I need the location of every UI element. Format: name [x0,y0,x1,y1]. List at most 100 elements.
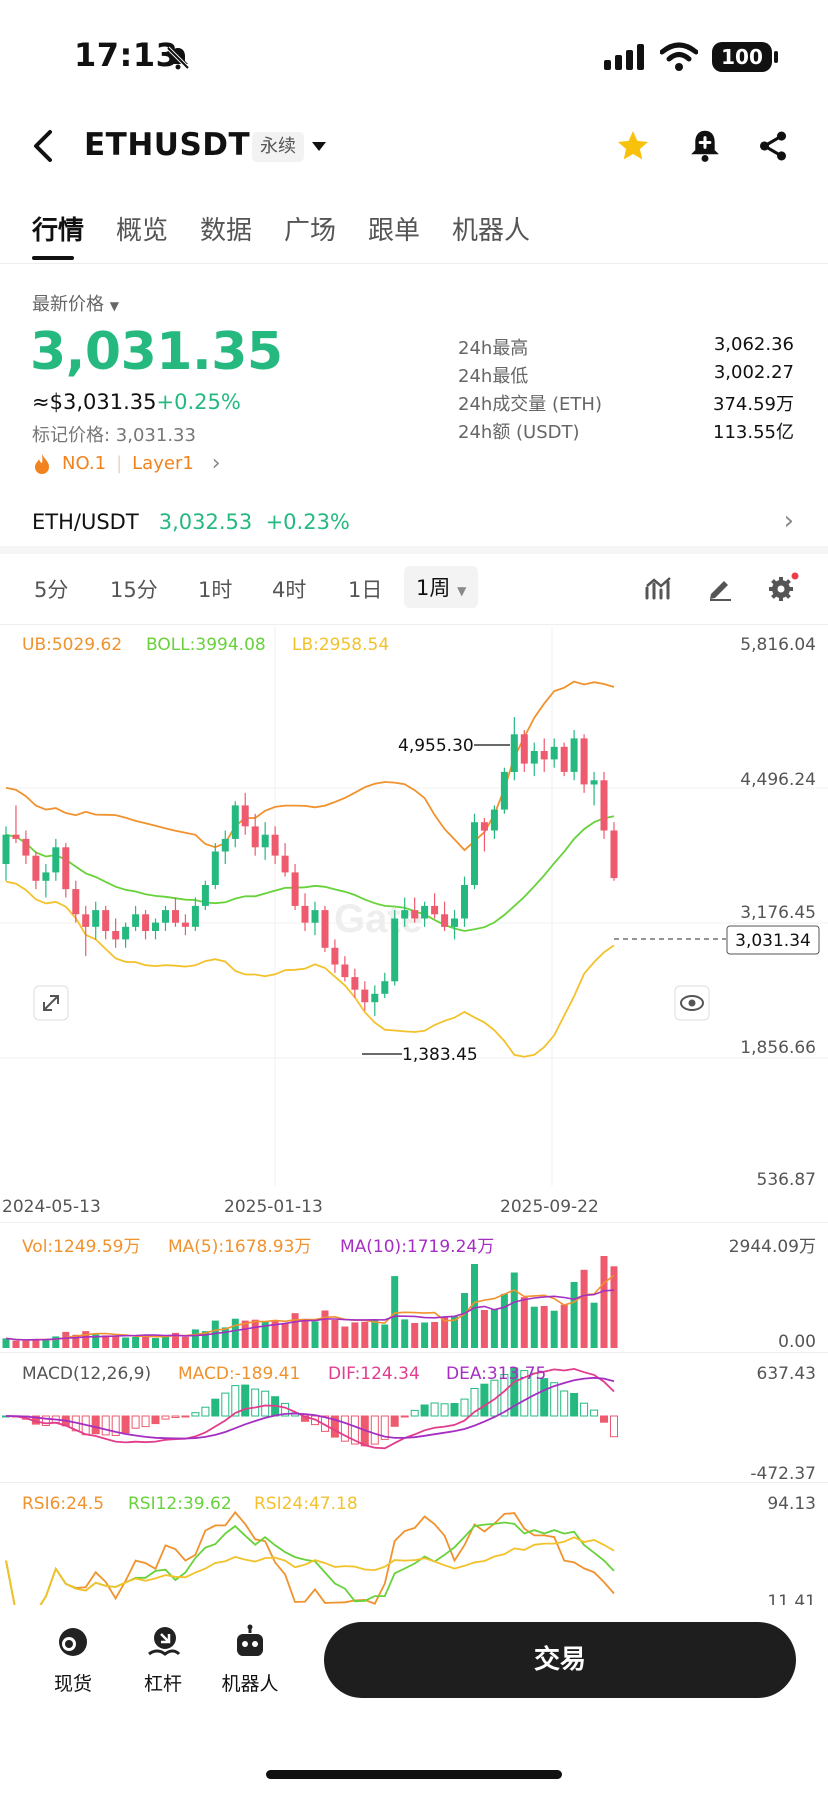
back-icon[interactable] [30,128,56,164]
volume-bar [22,1340,30,1348]
tf-4h[interactable]: 4时 [272,578,307,602]
candle-body [451,918,458,927]
volume-bar [142,1334,150,1348]
signal-icon [604,44,644,70]
vol-y-bottom: 0.00 [778,1332,816,1352]
macd-chart [2,1367,618,1450]
volume-bar [530,1306,538,1348]
macd-histogram-bar [560,1390,569,1417]
usd-price: ≈$3,031.35+0.25% [32,390,241,414]
candle-body [351,977,359,990]
candle-body [580,738,588,785]
volume-bar [132,1337,140,1348]
settings-gear-icon[interactable] [766,572,800,604]
spot-pair: ETH/USDT [32,510,139,534]
candle-body [371,993,379,1003]
spot-chevron-icon[interactable]: › [783,506,794,536]
symbol-dropdown-icon[interactable] [310,140,328,154]
tf-5m[interactable]: 5分 [34,578,69,602]
volume-bar [431,1322,439,1348]
nav-bot[interactable]: 机器人 [218,1624,282,1696]
nav-margin[interactable]: 杠杆 [138,1624,188,1696]
tab-data[interactable]: 数据 [200,216,253,246]
volume-ma5-line [5,1274,615,1341]
stat-high-label: 24h最高 [458,338,529,359]
volume-bar [321,1310,329,1348]
macd-histogram-bar [610,1415,618,1438]
tab-square[interactable]: 广场 [284,216,337,246]
draw-pen-icon[interactable] [706,574,734,602]
candle-body [22,838,30,856]
macd-histogram-bar [261,1390,270,1417]
candle-body [510,734,518,772]
rsi24-line [5,1536,615,1605]
latest-price-label[interactable]: 最新价格 ▼ [32,294,119,315]
chart-divider-3 [0,1482,828,1483]
tab-active-indicator [32,256,74,260]
tf-1h[interactable]: 1时 [198,578,233,602]
candle-body [211,851,219,885]
stat-volume-label: 24h成交量 (ETH) [458,394,602,415]
macd-title: MACD(12,26,9) [22,1364,152,1384]
candle-body [42,872,50,881]
volume-bar [112,1336,120,1348]
volume-bar [550,1310,558,1348]
volume-bar [241,1320,249,1348]
macd-histogram-bar [171,1415,180,1418]
nav-spot[interactable]: 现货 [48,1624,98,1696]
macd-histogram-bar [500,1374,509,1417]
eye-toggle-icon[interactable] [674,985,710,1021]
expand-icon[interactable] [33,985,69,1021]
rsi6: RSI6:24.5 [22,1494,105,1514]
mark-price: 标记价格: 3,031.33 [32,425,196,446]
wifi-icon [660,42,698,71]
candle-body [12,834,20,839]
candle-body [431,905,439,915]
volume-bar [580,1269,588,1348]
macd-histogram-bar [241,1384,250,1417]
macd-histogram-bar [251,1388,260,1417]
spot-pair-row[interactable]: ETH/USDT 3,032.53 +0.23% [32,510,350,534]
tab-bots[interactable]: 机器人 [452,216,531,246]
candle-body [72,889,80,915]
share-icon[interactable] [756,128,790,164]
volume-bar [201,1331,209,1348]
tab-copy-trading[interactable]: 跟单 [368,216,421,246]
candle-body [112,931,120,940]
volume-bar [471,1264,478,1348]
tf-1d[interactable]: 1日 [348,578,383,602]
symbol-title[interactable]: ETHUSDT [84,127,251,163]
price-alert-icon[interactable] [688,128,722,164]
candle-body [480,822,488,831]
tab-overview[interactable]: 概览 [116,216,169,246]
volume-bar [301,1318,309,1348]
candle-body [341,964,349,978]
current-price-box [726,925,820,955]
tab-market[interactable]: 行情 [32,216,85,246]
boll-ub: UB:5029.62 [22,635,123,655]
macd-histogram-bar [41,1415,50,1426]
candle-body [411,910,419,919]
tf-1w-selected[interactable]: 1周 ▼ [404,566,479,608]
candle-body [62,847,70,890]
star-icon[interactable] [614,128,652,164]
macd-histogram-bar [191,1412,200,1417]
macd-dea: DEA:313.75 [446,1364,547,1384]
x-label-1: 2024-05-13 [2,1197,101,1217]
y-label-3: 3,176.45 [740,903,816,923]
rank-row[interactable]: NO.1 | Layer1 › [32,451,221,476]
indicator-icon[interactable] [644,574,674,602]
volume-bar [221,1327,229,1348]
macd-histogram-bar [480,1383,489,1417]
macd-histogram-bar [580,1402,589,1417]
trade-button[interactable]: 交易 [324,1622,796,1698]
candlestick-chart[interactable]: Gate 4,955.30 1,383.45 3,031.34 [0,626,828,1194]
candle-body [441,914,449,927]
spot-coin-icon [59,1628,87,1656]
macd-histogram-bar [460,1398,469,1417]
price-change: +0.25% [156,390,241,414]
tf-15m[interactable]: 15分 [110,578,158,602]
volume-bar [391,1276,399,1348]
candle-body [321,910,329,948]
rank-separator: | [116,453,123,474]
